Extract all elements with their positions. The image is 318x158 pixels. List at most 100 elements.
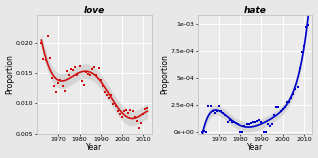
Point [252, 120, 258, 123]
Point [251, 120, 256, 123]
Point [121, 110, 127, 112]
Point [221, 112, 226, 114]
Point [145, 106, 150, 109]
Point [244, 123, 249, 125]
Point [111, 103, 116, 106]
Point [39, 41, 44, 44]
Point [130, 110, 135, 112]
Point [141, 112, 146, 115]
Point [52, 85, 57, 88]
Point [287, 101, 292, 103]
Point [102, 91, 107, 94]
Point [236, 123, 241, 125]
Point [291, 92, 296, 95]
Point [62, 90, 67, 92]
Point [284, 101, 289, 103]
Point [246, 123, 251, 125]
Point [45, 35, 50, 37]
Point [79, 80, 84, 83]
Point [306, 23, 311, 26]
Point [293, 88, 298, 91]
Point [128, 109, 133, 111]
Point [248, 122, 253, 124]
Point [134, 120, 139, 123]
Point [120, 116, 125, 118]
Point [227, 118, 232, 121]
Y-axis label: Proportion: Proportion [5, 55, 15, 94]
Point [132, 115, 137, 118]
Point [206, 104, 211, 107]
Point [274, 105, 279, 108]
Point [105, 94, 110, 97]
Point [107, 97, 112, 100]
Point [136, 126, 142, 129]
Point [81, 84, 86, 86]
X-axis label: Year: Year [86, 143, 102, 152]
Point [115, 109, 120, 112]
Point [263, 131, 268, 133]
Point [261, 131, 266, 133]
Point [96, 67, 101, 69]
Point [238, 131, 243, 133]
Point [301, 45, 307, 47]
Point [267, 125, 273, 127]
Point [282, 105, 287, 108]
Point [143, 107, 148, 110]
Point [233, 122, 238, 124]
Point [240, 131, 245, 133]
Point [242, 125, 247, 127]
Point [60, 85, 65, 88]
Point [68, 67, 73, 70]
Point [208, 105, 213, 108]
Point [41, 58, 46, 60]
Point [272, 114, 277, 116]
Point [71, 69, 76, 71]
Title: hate: hate [244, 6, 266, 15]
Point [257, 118, 262, 121]
Point [278, 110, 283, 112]
Point [280, 107, 285, 110]
Point [66, 74, 72, 77]
Point [255, 119, 260, 122]
Point [117, 113, 122, 115]
Point [77, 64, 82, 67]
Point [92, 66, 97, 68]
Point [297, 67, 302, 69]
Point [113, 104, 118, 107]
Point [94, 74, 99, 77]
Point [199, 131, 204, 133]
Point [75, 74, 80, 77]
Title: love: love [84, 6, 105, 15]
Point [276, 105, 281, 108]
Point [303, 25, 308, 28]
Point [217, 105, 222, 108]
Point [56, 82, 61, 85]
Point [58, 79, 63, 82]
Point [47, 57, 52, 59]
Point [124, 109, 129, 111]
Point [223, 114, 228, 116]
Point [212, 112, 217, 114]
Point [73, 66, 78, 68]
Point [98, 79, 103, 82]
Point [265, 123, 270, 125]
Point [49, 76, 54, 79]
Point [139, 122, 144, 125]
Y-axis label: Proportion: Proportion [160, 55, 169, 94]
Point [87, 74, 93, 77]
Point [109, 94, 114, 97]
Point [90, 67, 95, 70]
Point [299, 50, 304, 53]
Point [218, 110, 224, 112]
Point [83, 70, 88, 73]
Point [86, 73, 91, 75]
Point [204, 131, 209, 133]
Point [270, 123, 275, 125]
Point [43, 58, 48, 61]
Point [100, 85, 105, 88]
Point [229, 120, 234, 123]
Point [126, 112, 131, 114]
Point [225, 120, 230, 123]
Point [54, 91, 59, 94]
Point [202, 130, 207, 132]
